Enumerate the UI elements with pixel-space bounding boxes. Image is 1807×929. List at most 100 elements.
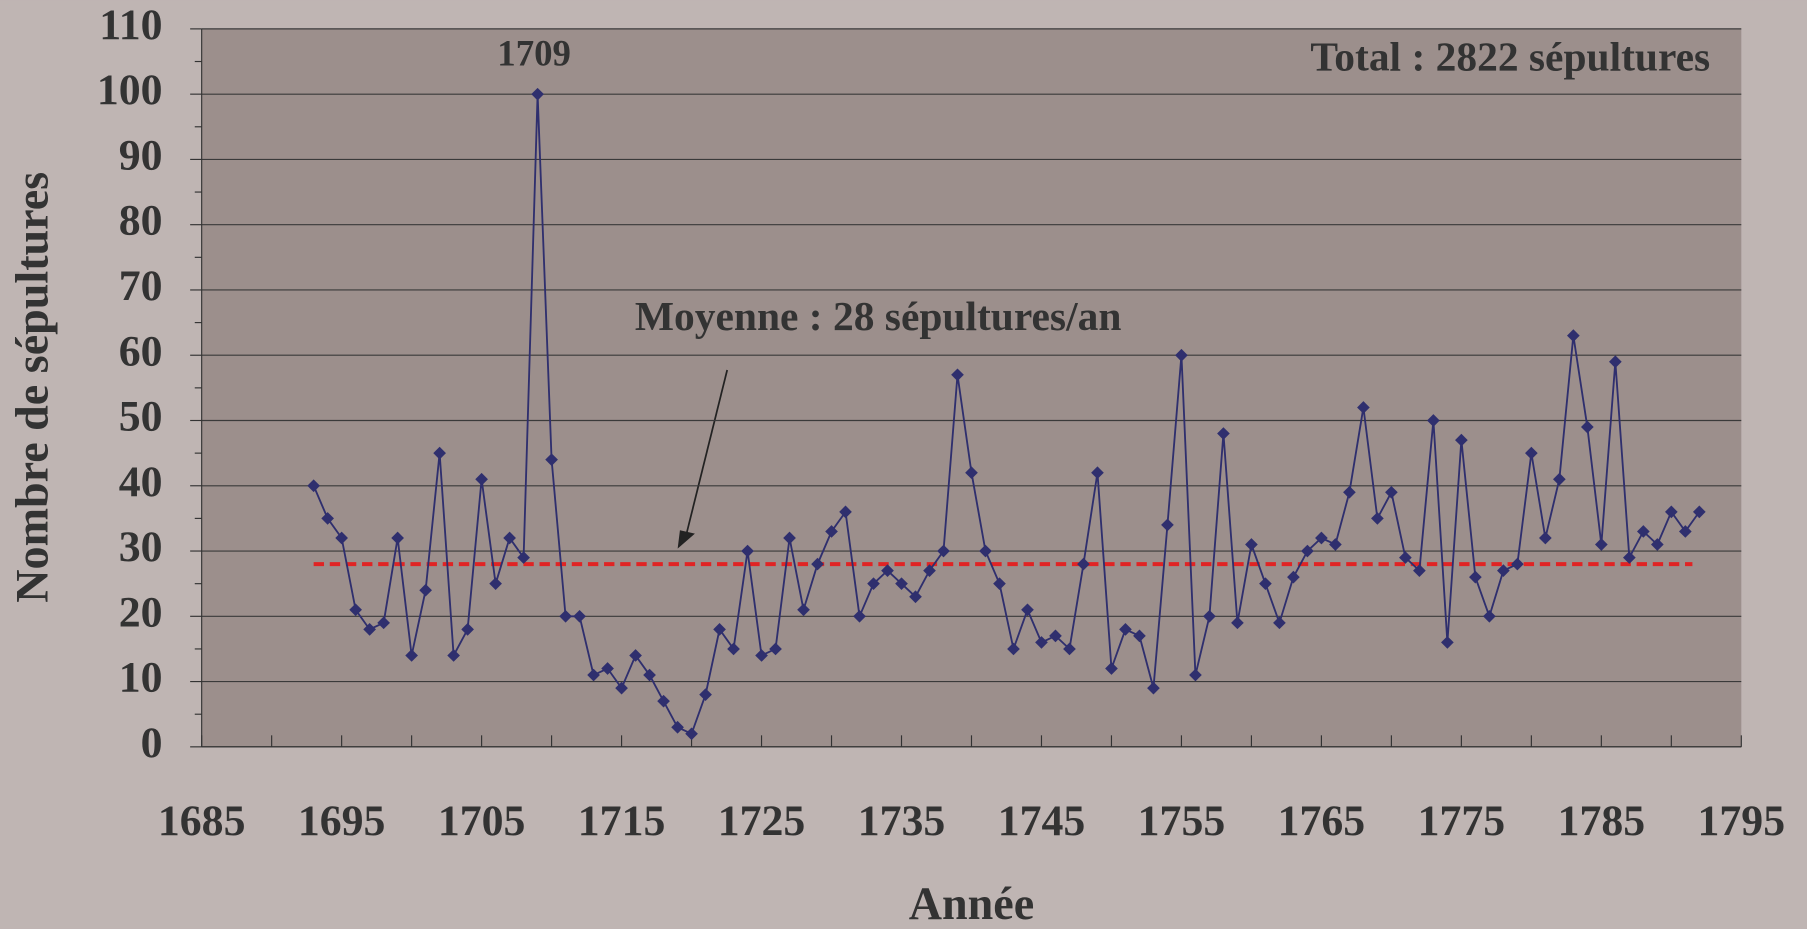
data-point	[1245, 538, 1258, 551]
x-tick-label: 1695	[298, 797, 386, 845]
x-tick-label: 1685	[158, 797, 246, 845]
data-point	[587, 668, 600, 682]
plot-area	[201, 28, 1742, 747]
data-point	[1385, 485, 1398, 499]
data-point	[1427, 414, 1440, 427]
data-point	[797, 603, 810, 617]
y-tick-label: 60	[119, 327, 163, 375]
data-point	[335, 531, 348, 545]
data-point	[727, 642, 740, 656]
data-point	[433, 446, 446, 460]
x-tick-label: 1715	[578, 797, 666, 845]
data-point	[1063, 642, 1076, 656]
x-tick-label: 1705	[438, 797, 526, 845]
data-point	[867, 577, 880, 591]
data-point	[1035, 636, 1048, 649]
data-point	[1664, 505, 1678, 519]
data-point	[545, 453, 558, 466]
data-point	[321, 512, 334, 525]
data-point	[629, 649, 642, 662]
data-point	[531, 87, 544, 101]
data-point	[405, 649, 418, 662]
data-point	[489, 577, 502, 591]
data-point	[1301, 544, 1314, 558]
data-point	[1217, 427, 1230, 440]
y-tick-label: 100	[97, 66, 163, 114]
data-point	[1553, 472, 1566, 486]
data-point	[741, 544, 754, 558]
data-point	[1441, 636, 1454, 649]
data-point	[1091, 466, 1104, 480]
data-point	[1189, 668, 1202, 682]
data-point	[1133, 629, 1146, 643]
total-annotation: Total : 2822 sépultures	[1310, 34, 1710, 80]
data-point	[1119, 623, 1132, 636]
y-tick-label: 10	[119, 654, 163, 702]
data-point	[1567, 329, 1580, 342]
arrow-line	[683, 369, 729, 542]
x-tick-label: 1735	[858, 797, 946, 845]
y-tick-label: 30	[119, 523, 163, 571]
data-point	[1525, 446, 1538, 460]
data-point	[391, 531, 404, 545]
y-tick-label: 70	[119, 262, 163, 310]
data-point	[1622, 551, 1636, 564]
data-point	[1315, 531, 1328, 545]
data-point	[853, 609, 866, 623]
y-tick-label: 80	[119, 197, 163, 245]
data-point	[1161, 518, 1174, 532]
data-point	[1413, 564, 1426, 577]
data-point	[1455, 433, 1468, 447]
data-point	[895, 577, 908, 591]
data-point	[1595, 538, 1608, 551]
data-point	[1259, 577, 1272, 591]
data-point	[461, 623, 474, 636]
data-point	[349, 603, 362, 617]
data-point	[1147, 681, 1160, 695]
data-point	[713, 623, 726, 636]
data-point	[1175, 348, 1188, 362]
data-point	[1021, 603, 1034, 617]
data-point	[993, 577, 1006, 591]
data-point	[1329, 538, 1342, 551]
data-point	[1650, 538, 1664, 551]
x-tick-label: 1775	[1418, 797, 1506, 845]
data-point	[923, 564, 936, 577]
data-point	[1371, 512, 1384, 525]
data-point	[1399, 551, 1412, 564]
data-point	[1539, 531, 1552, 545]
x-tick-label: 1725	[718, 797, 806, 845]
peak-annotation: 1709	[497, 33, 571, 74]
y-tick-label: 110	[99, 1, 162, 49]
data-point	[951, 368, 964, 382]
data-point	[1357, 401, 1370, 414]
data-point	[615, 681, 628, 695]
x-tick-label: 1755	[1138, 797, 1226, 845]
y-tick-label: 20	[119, 588, 163, 636]
x-tick-label: 1785	[1558, 797, 1646, 845]
data-point	[881, 564, 894, 577]
data-point	[1581, 420, 1594, 434]
data-point	[1609, 355, 1622, 369]
data-point	[447, 649, 460, 662]
data-point	[783, 531, 796, 545]
y-tick-label: 0	[141, 719, 163, 767]
y-tick-label: 90	[119, 131, 163, 179]
data-point	[643, 668, 656, 682]
data-line	[312, 94, 1701, 736]
x-tick-label: 1765	[1278, 797, 1366, 845]
x-axis-title: Année	[909, 878, 1034, 929]
data-point	[419, 583, 432, 597]
data-point	[1049, 629, 1062, 643]
data-point	[979, 544, 992, 558]
data-point	[1343, 485, 1356, 499]
y-tick-label: 50	[119, 393, 163, 441]
data-point	[1203, 609, 1216, 623]
data-point	[965, 466, 978, 480]
data-point	[699, 688, 712, 701]
data-point	[685, 727, 698, 741]
data-point	[1497, 564, 1510, 577]
data-point	[1483, 609, 1496, 623]
data-point	[1007, 642, 1020, 656]
